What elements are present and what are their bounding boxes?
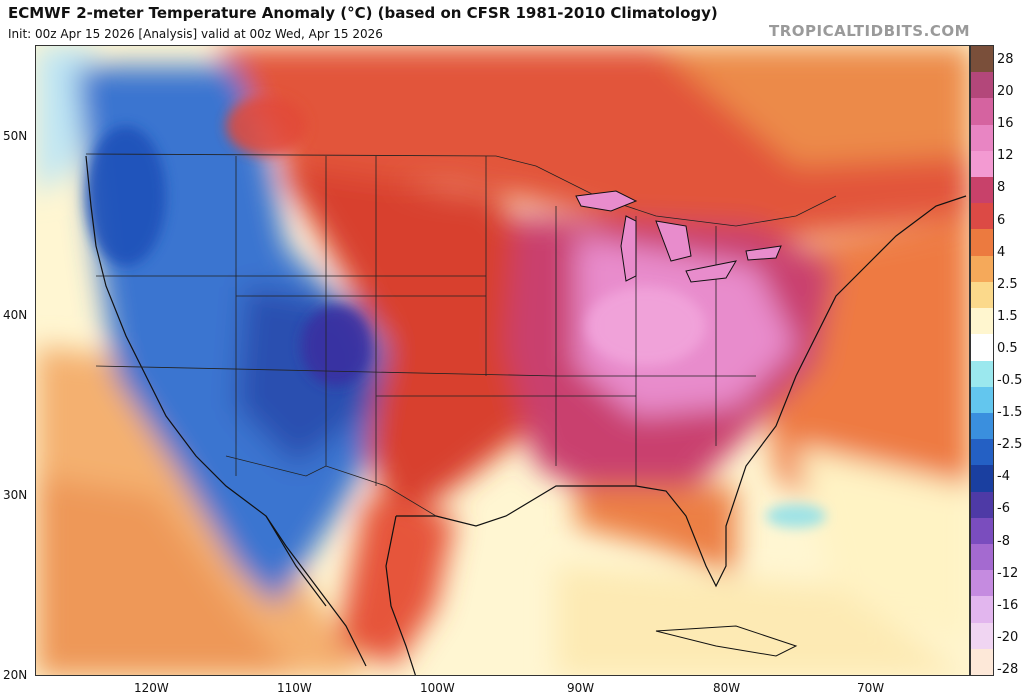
colorbar-segment xyxy=(971,439,993,466)
colorbar-segment xyxy=(971,465,993,493)
colorbar-segment xyxy=(971,334,993,361)
colorbar-label: 2.5 xyxy=(997,276,1018,292)
state-lines xyxy=(235,156,717,486)
colorbar-segment xyxy=(971,124,993,152)
lat-label-20n: 20N xyxy=(3,668,28,682)
lat-label-30n: 30N xyxy=(3,488,28,502)
lake-michigan xyxy=(620,215,637,282)
colorbar-label: 28 xyxy=(997,52,1014,67)
colorbar-segment xyxy=(971,177,993,204)
colorbar-label: -4 xyxy=(997,469,1010,485)
colorbar-segment xyxy=(971,386,993,414)
colorbar-label: 8 xyxy=(997,180,1006,196)
colorbar xyxy=(970,45,994,676)
atlantic-cool-patch xyxy=(766,504,826,528)
mexico-gulf-coastline xyxy=(385,515,416,675)
colorbar-segment xyxy=(971,517,993,545)
lat-label-50n: 50N xyxy=(3,129,28,143)
colorbar-segment xyxy=(971,596,993,624)
lon-label-70w: 70W xyxy=(857,681,885,695)
colorbar-segment xyxy=(971,150,993,178)
colorbar-segment xyxy=(971,570,993,597)
colorbar-segment xyxy=(971,255,993,283)
colorbar-segment xyxy=(971,491,993,519)
caribbean-anomaly xyxy=(556,566,969,675)
colorado-cold-cell xyxy=(301,306,371,386)
colorbar-label: 1.5 xyxy=(997,308,1018,324)
us-canada-border xyxy=(85,153,837,227)
colorbar-label: -12 xyxy=(997,565,1019,581)
colorbar-label: -2.5 xyxy=(997,437,1023,453)
anomaly-map xyxy=(35,45,970,676)
colorbar-segment xyxy=(971,308,993,335)
colorbar-segment xyxy=(971,281,993,309)
lake-erie xyxy=(685,260,737,283)
midwest-peak-cell xyxy=(586,286,706,366)
colorbar-label: -8 xyxy=(997,533,1010,549)
colorbar-segment xyxy=(971,46,993,73)
lake-huron xyxy=(655,220,692,262)
baja-coastline xyxy=(265,515,367,667)
lon-label-110w: 110W xyxy=(277,681,312,695)
colorbar-label: -20 xyxy=(997,629,1019,645)
colorbar-segment xyxy=(971,229,993,257)
gulf-coast-anomaly xyxy=(576,486,736,576)
colorbar-label: 16 xyxy=(997,116,1014,132)
cuba-outline xyxy=(655,625,798,657)
northwest-cold-cell xyxy=(86,126,166,266)
colorbar-label: -0.5 xyxy=(997,373,1023,389)
colorbar-label: -28 xyxy=(997,662,1019,677)
pacific-anomaly-core xyxy=(36,476,295,675)
colorbar-segment xyxy=(971,412,993,440)
mexico-anomaly xyxy=(336,496,456,666)
lon-label-120w: 120W xyxy=(134,681,169,695)
gulf-atlantic-coastline xyxy=(396,195,967,588)
lake-ontario xyxy=(745,245,782,261)
map-subtitle: Init: 00z Apr 15 2026 [Analysis] valid a… xyxy=(8,27,383,41)
colorbar-label: 4 xyxy=(997,244,1006,260)
lon-label-80w: 80W xyxy=(713,681,741,695)
colorbar-segment xyxy=(971,203,993,230)
alberta-warm-cell xyxy=(226,96,306,156)
colorbar-label: -16 xyxy=(997,597,1019,613)
colorbar-label: -6 xyxy=(997,501,1010,517)
map-title: ECMWF 2-meter Temperature Anomaly (°C) (… xyxy=(8,4,718,22)
lake-superior xyxy=(575,190,638,212)
state-lines-horizontal xyxy=(95,275,756,397)
source-credit: TROPICALTIDBITS.COM xyxy=(769,22,970,40)
colorbar-segment xyxy=(971,622,993,650)
colorbar-label: 12 xyxy=(997,148,1014,164)
colorbar-segment xyxy=(971,648,993,676)
colorbar-segment xyxy=(971,72,993,99)
colorbar-label: 0.5 xyxy=(997,340,1018,356)
lat-label-40n: 40N xyxy=(3,308,28,322)
colorbar-label: -1.5 xyxy=(997,405,1023,421)
colorbar-segment xyxy=(971,543,993,571)
colorbar-label: 20 xyxy=(997,84,1014,100)
colorbar-label: 6 xyxy=(997,212,1006,228)
lon-label-90w: 90W xyxy=(567,681,595,695)
map-svg xyxy=(36,46,969,675)
hudson-anomaly xyxy=(656,46,969,166)
colorbar-segment xyxy=(971,98,993,126)
lon-label-100w: 100W xyxy=(420,681,455,695)
colorbar-segment xyxy=(971,360,993,388)
